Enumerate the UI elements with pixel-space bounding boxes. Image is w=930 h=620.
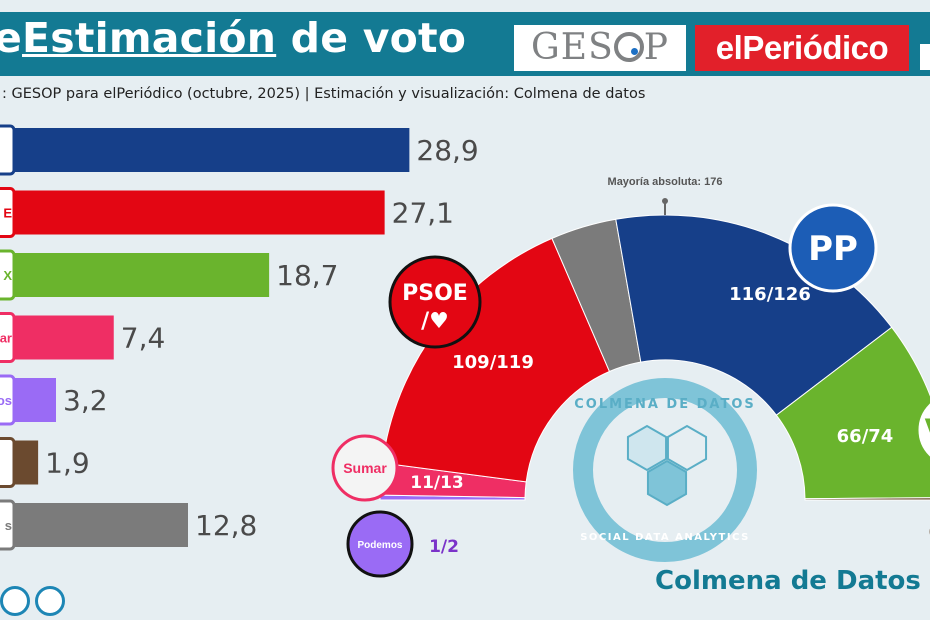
footer-brand: Colmena de Datos	[655, 566, 921, 596]
seat-label-vox: 66/74	[837, 426, 894, 447]
party-logo-text: s	[5, 518, 12, 533]
elperiodico-logo: elPeriódico	[695, 25, 909, 71]
pp-logo-text: PP	[808, 229, 858, 269]
bar-salf	[12, 440, 39, 485]
vox-logo-text: V	[925, 412, 930, 450]
party-logo-text: os	[0, 393, 12, 408]
seat-label-podemos: 1/2	[429, 537, 459, 557]
gesop-o-icon	[613, 32, 644, 62]
gesop-logo: GES P	[514, 25, 686, 71]
party-logo-otros	[0, 499, 16, 551]
seat-label-psoe: 109/119	[452, 352, 534, 373]
bar-value-label: 7,4	[121, 322, 166, 355]
psoe-logo-symbol: /♥	[421, 309, 449, 334]
bar-pp	[12, 128, 410, 172]
sumar-logo	[331, 434, 399, 502]
bar-podemos	[12, 378, 56, 422]
equals-icon[interactable]	[35, 586, 65, 616]
hemicycle-seat-vox	[775, 326, 930, 500]
bar-sumar	[12, 315, 114, 360]
bar-chart: 28,9 E 27,1 X 18,7 ar 7,4 os 3,2 1,9 s 12,8	[0, 124, 479, 551]
party-logo-podemos	[0, 374, 16, 426]
hemicycle-seat-salf	[804, 497, 930, 501]
bar-value-label: 27,1	[392, 197, 454, 230]
hemicycle-seat-psoe	[381, 237, 611, 483]
bar-otros	[12, 503, 188, 547]
bar-value-label: 28,9	[416, 134, 478, 167]
page-title: eEstimación de voto	[0, 14, 467, 62]
podemos-logo	[346, 510, 414, 578]
title-underlined: Estimación	[22, 14, 277, 62]
party-logo-text: E	[3, 206, 12, 221]
watermark-bottom-text: SOCIAL DATA ANALYTICS	[580, 532, 750, 543]
hexagon-icon	[626, 424, 668, 472]
accessibility-icon[interactable]	[0, 586, 30, 616]
party-logo-vox	[0, 249, 16, 301]
bar-psoe	[12, 190, 385, 235]
vox-logo	[915, 399, 930, 461]
party-logo-psoe	[0, 187, 16, 238]
pp-logo	[788, 203, 878, 293]
watermark-ring	[573, 378, 757, 562]
party-logo-sumar	[0, 312, 16, 363]
source-subtitle: : GESOP para elPeriódico (octubre, 2025)…	[2, 86, 646, 102]
hexagon-icon	[646, 459, 688, 507]
party-logo-salf	[0, 437, 16, 488]
watermark-top-text: COLMENA DE DATOS	[574, 397, 755, 412]
sumar-logo-text: Sumar	[343, 460, 387, 476]
majority-dot	[662, 198, 668, 204]
party-logo-pp	[0, 124, 16, 176]
flag-icon	[920, 44, 930, 70]
majority-label: Mayoría absoluta: 176	[608, 176, 723, 188]
bar-value-label: 3,2	[63, 384, 108, 417]
bar-value-label: 1,9	[45, 447, 90, 480]
psoe-logo	[388, 255, 482, 349]
hexagon-icon	[666, 424, 708, 472]
hemicycle-chart: COLMENA DE DATOS SOCIAL DATA ANALYTICS May…	[331, 176, 930, 578]
seat-label-pp: 116/126	[729, 284, 811, 305]
bar-vox	[12, 253, 270, 297]
bar-value-label: 12,8	[195, 509, 257, 542]
seat-label-sumar: 11/13	[410, 473, 464, 493]
party-logo-text: ar	[0, 331, 12, 346]
podemos-logo-text: Podemos	[357, 540, 402, 551]
party-logo-text: X	[3, 268, 12, 283]
seat-label-salf: 0	[929, 522, 930, 543]
bar-value-label: 18,7	[276, 259, 338, 292]
psoe-logo-text: PSOE	[402, 281, 468, 306]
